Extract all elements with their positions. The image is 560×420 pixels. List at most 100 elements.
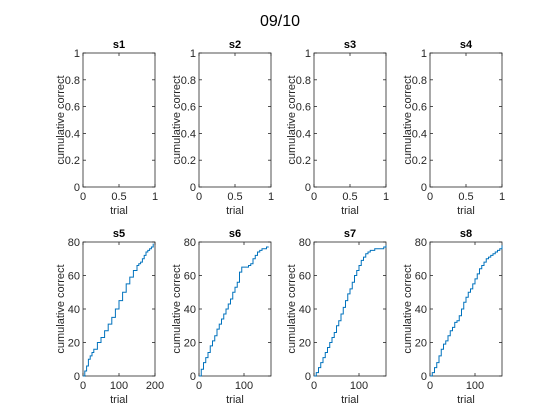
y-tick-label: 0.6 (181, 102, 196, 114)
x-tick-label: 0 (311, 191, 317, 203)
y-tick-label: 0.6 (296, 102, 311, 114)
y-tick-label: 60 (184, 271, 196, 283)
x-axis-label: trial (110, 205, 128, 217)
x-tick-label: 0 (427, 191, 433, 203)
x-axis-label: trial (457, 205, 475, 217)
subplot-title: s7 (344, 228, 356, 240)
axes-box (313, 52, 387, 188)
x-tick-label: 0 (427, 380, 433, 392)
y-axis-label: cumulative correct (171, 264, 183, 353)
y-tick-label: 0.2 (412, 155, 427, 167)
y-tick-label: 40 (299, 304, 311, 316)
x-tick-label: 200 (146, 380, 164, 392)
axes-box (82, 52, 156, 188)
y-tick-label: 1 (421, 48, 427, 60)
x-tick-label: 100 (235, 380, 253, 392)
y-tick-label: 0.4 (181, 128, 196, 140)
axes-box (429, 241, 503, 377)
y-tick-label: 80 (299, 237, 311, 249)
series-line (430, 245, 503, 377)
y-axis-label: cumulative correct (402, 264, 414, 353)
y-tick-label: 0.8 (65, 75, 80, 87)
subplot-s1: s1 0 0.2 0.4 0.6 0.8 1 0 0.5 1 trial cumulative cor… (55, 39, 158, 217)
y-tick-label: 60 (415, 271, 427, 283)
y-tick-label: 0.4 (412, 128, 427, 140)
x-tick-label: 0.5 (342, 191, 357, 203)
y-tick-label: 60 (68, 271, 80, 283)
y-tick-label: 0.8 (181, 75, 196, 87)
x-axis-label: trial (341, 394, 359, 406)
subplot-title: s4 (460, 39, 473, 51)
subplot-title: s2 (229, 39, 241, 51)
x-axis-label: trial (110, 394, 128, 406)
subplot-s6: s6 0 20 40 60 80 0 100 trial cumulative correct (171, 228, 272, 406)
y-tick-label: 0 (190, 371, 196, 383)
y-tick-label: 1 (305, 48, 311, 60)
y-tick-label: 0 (421, 182, 427, 194)
y-tick-label: 0 (421, 371, 427, 383)
y-axis-label: cumulative correct (55, 75, 67, 164)
y-tick-label: 0 (305, 182, 311, 194)
y-tick-label: 0.4 (65, 128, 80, 140)
series-line (199, 246, 269, 377)
y-tick-label: 20 (68, 338, 80, 350)
y-tick-label: 0.2 (65, 155, 80, 167)
x-tick-label: 100 (110, 380, 128, 392)
y-tick-label: 40 (415, 304, 427, 316)
y-tick-label: 0 (190, 182, 196, 194)
y-axis-label: cumulative correct (171, 75, 183, 164)
y-tick-label: 20 (299, 338, 311, 350)
y-axis-label: cumulative correct (402, 75, 414, 164)
y-tick-label: 60 (299, 271, 311, 283)
subplot-s4: s4 0 0.2 0.4 0.6 0.8 1 0 0.5 1 trial cumulative cor… (402, 39, 505, 217)
y-tick-label: 80 (68, 237, 80, 249)
y-tick-label: 80 (184, 237, 196, 249)
subplot-s5: s5 0 20 40 60 80 0 100 200 trial cumulative correc… (55, 228, 164, 406)
y-tick-label: 0 (305, 371, 311, 383)
subplot-s7: s7 0 20 40 60 80 0 100 trial cumulative correct (286, 228, 387, 406)
x-tick-label: 0 (196, 191, 202, 203)
y-tick-label: 1 (190, 48, 196, 60)
axes-box (198, 52, 272, 188)
x-tick-label: 0.5 (111, 191, 126, 203)
axes-box (198, 241, 272, 377)
figure-title: 09/10 (260, 13, 300, 30)
y-tick-label: 20 (184, 338, 196, 350)
subplot-title: s6 (229, 228, 241, 240)
series-line (314, 245, 387, 377)
y-tick-label: 1 (74, 48, 80, 60)
y-axis-label: cumulative correct (286, 75, 298, 164)
subplot-s3: s3 0 0.2 0.4 0.6 0.8 1 0 0.5 1 trial cumulative cor… (286, 39, 389, 217)
x-tick-label: 0 (80, 191, 86, 203)
y-tick-label: 0.2 (296, 155, 311, 167)
x-tick-label: 1 (152, 191, 158, 203)
series-line (83, 243, 154, 377)
y-tick-label: 0.2 (181, 155, 196, 167)
x-tick-label: 0.5 (458, 191, 473, 203)
subplot-s2: s2 0 0.2 0.4 0.6 0.8 1 0 0.5 1 trial cumulative cor… (171, 39, 274, 217)
x-tick-label: 0 (311, 380, 317, 392)
x-axis-label: trial (457, 394, 475, 406)
x-tick-label: 0 (80, 380, 86, 392)
x-axis-label: trial (226, 394, 244, 406)
subplot-s8: s8 0 20 40 60 80 0 100 trial cumulative correct (402, 228, 503, 406)
y-tick-label: 20 (415, 338, 427, 350)
y-axis-label: cumulative correct (286, 264, 298, 353)
y-tick-label: 0.8 (296, 75, 311, 87)
x-tick-label: 0.5 (227, 191, 242, 203)
x-tick-label: 100 (350, 380, 368, 392)
y-tick-label: 0 (74, 371, 80, 383)
y-tick-label: 0.6 (65, 102, 80, 114)
y-tick-label: 0.4 (296, 128, 311, 140)
y-axis-label: cumulative correct (55, 264, 67, 353)
axes-box (313, 241, 387, 377)
y-tick-label: 0.8 (412, 75, 427, 87)
x-tick-label: 1 (499, 191, 505, 203)
y-tick-label: 0.6 (412, 102, 427, 114)
y-tick-label: 0 (74, 182, 80, 194)
x-axis-label: trial (226, 205, 244, 217)
subplot-title: s3 (344, 39, 356, 51)
x-tick-label: 0 (196, 380, 202, 392)
subplot-title: s5 (113, 228, 125, 240)
